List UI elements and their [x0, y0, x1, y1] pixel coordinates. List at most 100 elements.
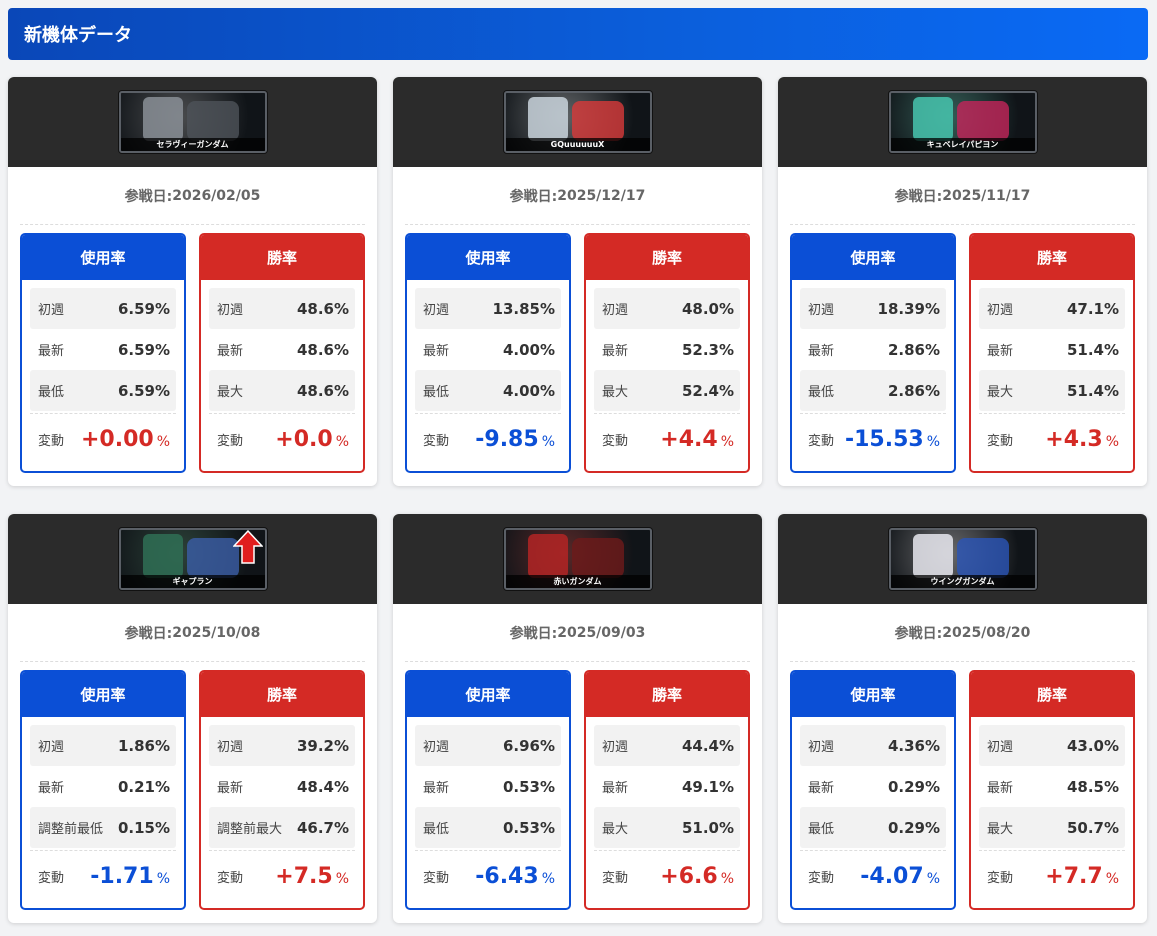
win-rate-box: 勝率 初週 48.6% 最新 48.6% 最大 48.6% 変動 +0.0%	[199, 233, 365, 473]
percent-unit: %	[1105, 871, 1119, 887]
unit-banner: セラヴィーガンダム	[8, 77, 377, 167]
stat-value: 51.0%	[681, 818, 734, 837]
change-row: 変動 +0.00%	[30, 413, 176, 465]
stat-value: 0.21%	[117, 777, 170, 796]
unit-thumbnail[interactable]: GQuuuuuuX	[503, 91, 652, 153]
stat-label: 最低	[808, 385, 835, 400]
usage-rate-header: 使用率	[407, 672, 569, 717]
stat-value: 6.59%	[117, 381, 170, 400]
stat-row: 初週 47.1%	[979, 288, 1125, 329]
percent-unit: %	[720, 871, 734, 887]
up-arrow-icon	[232, 530, 263, 564]
stat-label: 最新	[808, 781, 835, 796]
stat-row: 最大 48.6%	[209, 370, 355, 411]
percent-unit: %	[541, 434, 555, 450]
unit-thumbnail[interactable]: キュベレイパピヨン	[888, 91, 1037, 153]
release-date: 参戦日: 2025/12/17	[405, 167, 750, 225]
date-value: 2025/12/17	[557, 187, 646, 204]
stat-value: 0.29%	[887, 777, 940, 796]
stat-row: 初週 48.0%	[594, 288, 740, 329]
stat-value: 51.4%	[1066, 381, 1119, 400]
stat-value: 6.59%	[117, 340, 170, 359]
stat-label: 初週	[987, 303, 1014, 318]
release-date: 参戦日: 2025/08/20	[790, 604, 1135, 662]
change-label: 変動	[602, 434, 629, 449]
unit-thumbnail[interactable]: ウイングガンダム	[888, 528, 1037, 590]
date-prefix: 参戦日:	[124, 188, 173, 205]
stat-value: 18.39%	[877, 299, 940, 318]
percent-unit: %	[335, 434, 349, 450]
change-row: 変動 +4.3%	[979, 413, 1125, 465]
stat-label: 初週	[38, 303, 65, 318]
date-prefix: 参戦日:	[509, 188, 558, 205]
stat-label: 初週	[602, 740, 629, 755]
stat-label: 最新	[602, 781, 629, 796]
change-value: +4.3	[1045, 427, 1103, 452]
stat-label: 初週	[38, 740, 65, 755]
stat-row: 最新 0.29%	[800, 766, 946, 807]
stat-label: 最大	[602, 385, 629, 400]
stat-value: 44.4%	[681, 736, 734, 755]
stat-row: 最新 48.6%	[209, 329, 355, 370]
stat-value: 48.5%	[1066, 777, 1119, 796]
stat-label: 最大	[602, 822, 629, 837]
stat-label: 調整前最大	[217, 822, 283, 837]
stat-row: 最大 51.0%	[594, 807, 740, 848]
release-date: 参戦日: 2025/11/17	[790, 167, 1135, 225]
stat-value: 0.53%	[502, 818, 555, 837]
stat-row: 最新 2.86%	[800, 329, 946, 370]
win-rate-header: 勝率	[586, 235, 748, 280]
change-row: 変動 +7.5%	[209, 850, 355, 902]
unit-card: キュベレイパピヨン 参戦日: 2025/11/17 使用率 初週 18.39% …	[778, 77, 1147, 486]
win-rate-header: 勝率	[971, 672, 1133, 717]
usage-rate-box: 使用率 初週 6.59% 最新 6.59% 最低 6.59% 変動 +0.00%	[20, 233, 186, 473]
date-prefix: 参戦日:	[894, 625, 943, 642]
stat-value: 48.0%	[681, 299, 734, 318]
change-value: -4.07	[860, 864, 924, 889]
stat-row: 最大 52.4%	[594, 370, 740, 411]
stat-value: 2.86%	[887, 340, 940, 359]
unit-card: GQuuuuuuX 参戦日: 2025/12/17 使用率 初週 13.85% …	[393, 77, 762, 486]
stat-row: 初週 18.39%	[800, 288, 946, 329]
stat-label: 最新	[38, 781, 65, 796]
change-label: 変動	[38, 434, 65, 449]
stat-label: 初週	[423, 740, 450, 755]
unit-banner: GQuuuuuuX	[393, 77, 762, 167]
section-title: 新機体データ	[24, 25, 132, 46]
stat-value: 0.29%	[887, 818, 940, 837]
change-row: 変動 -15.53%	[800, 413, 946, 465]
unit-thumbnail[interactable]: セラヴィーガンダム	[118, 91, 267, 153]
percent-unit: %	[541, 871, 555, 887]
percent-unit: %	[156, 871, 170, 887]
change-row: 変動 +4.4%	[594, 413, 740, 465]
stat-value: 6.59%	[117, 299, 170, 318]
stat-label: 初週	[808, 740, 835, 755]
change-value: -9.85	[475, 427, 539, 452]
change-value: +4.4	[660, 427, 718, 452]
change-value: -15.53	[844, 427, 924, 452]
stat-row: 最低 2.86%	[800, 370, 946, 411]
stat-row: 初週 39.2%	[209, 725, 355, 766]
stat-row: 最新 48.4%	[209, 766, 355, 807]
stat-value: 51.4%	[1066, 340, 1119, 359]
stat-label: 初週	[423, 303, 450, 318]
unit-thumbnail[interactable]: ギャプラン	[118, 528, 267, 590]
stat-row: 初週 48.6%	[209, 288, 355, 329]
win-rate-box: 勝率 初週 44.4% 最新 49.1% 最大 51.0% 変動 +6.6%	[584, 670, 750, 910]
change-label: 変動	[423, 871, 450, 886]
percent-unit: %	[1105, 434, 1119, 450]
percent-unit: %	[926, 434, 940, 450]
change-row: 変動 -1.71%	[30, 850, 176, 902]
stat-label: 最低	[423, 822, 450, 837]
stat-row: 調整前最大 46.7%	[209, 807, 355, 848]
change-row: 変動 -9.85%	[415, 413, 561, 465]
change-row: 変動 -6.43%	[415, 850, 561, 902]
change-value: +7.5	[275, 864, 333, 889]
change-label: 変動	[38, 871, 65, 886]
change-value: +7.7	[1045, 864, 1103, 889]
stat-label: 最低	[38, 385, 65, 400]
unit-name: GQuuuuuuX	[505, 138, 650, 151]
date-value: 2025/10/08	[172, 624, 261, 641]
unit-thumbnail[interactable]: 赤いガンダム	[503, 528, 652, 590]
stat-value: 2.86%	[887, 381, 940, 400]
